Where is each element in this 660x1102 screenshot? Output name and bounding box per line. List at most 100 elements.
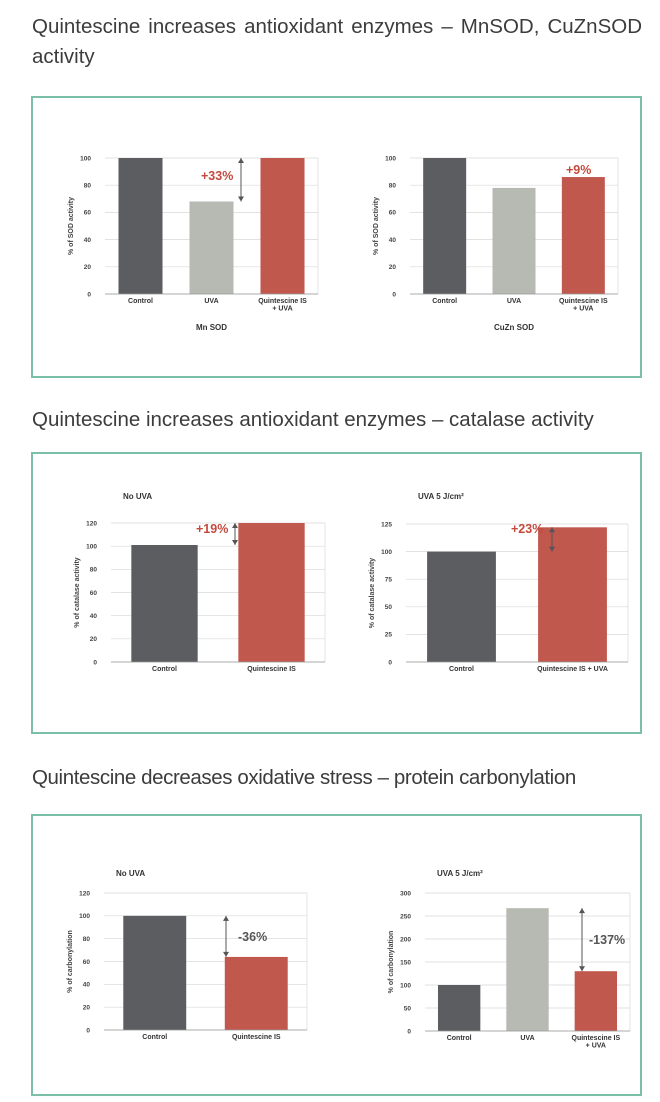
y-tick-label: 60 <box>90 590 98 597</box>
bar-1 <box>131 545 198 662</box>
category-label: UVA <box>520 1035 534 1042</box>
y-axis-label: % of catalase activity <box>369 558 376 629</box>
y-tick-label: 80 <box>389 183 397 190</box>
chart-catalase-uva: 0 25 50 75 100 125 % of catalase activity Contr… <box>369 492 629 673</box>
bar-1 <box>423 158 467 294</box>
category-label: + UVA <box>573 306 593 313</box>
y-tick-label: 0 <box>392 291 396 298</box>
change-annotation: -137% <box>589 933 625 947</box>
chart-subtitle: CuZn SOD <box>494 323 534 332</box>
chart-title: UVA 5 J/cm² <box>437 869 483 878</box>
y-tick-label: 0 <box>87 291 91 298</box>
category-label: Control <box>447 1035 472 1042</box>
y-tick-label: 0 <box>388 659 392 666</box>
y-tick-label: 200 <box>400 936 411 943</box>
change-annotation: +33% <box>201 169 233 183</box>
y-tick-label: 300 <box>400 890 411 897</box>
bar-1 <box>123 915 187 1030</box>
y-tick-label: 20 <box>389 264 397 271</box>
y-tick-label: 100 <box>79 913 90 920</box>
y-tick-label: 100 <box>400 982 411 989</box>
heading-carbonylation: Quintescine decreases oxidative stress –… <box>32 766 576 789</box>
y-tick-label: 40 <box>84 237 92 244</box>
change-arrow-head-up <box>549 527 555 533</box>
change-annotation: -36% <box>238 930 267 944</box>
y-tick-label: 60 <box>83 959 91 966</box>
category-label: UVA <box>507 298 521 305</box>
change-arrow-head-up <box>238 158 244 163</box>
bar-2 <box>238 523 305 662</box>
y-tick-label: 20 <box>84 264 92 271</box>
chart-mn-sod: 0 20 40 60 80 100 % of SOD activity Control UVA Q… <box>68 155 319 332</box>
heading-sod: Quintescine increases antioxidant enzyme… <box>32 15 642 68</box>
change-arrow-head-up <box>232 523 238 528</box>
y-axis-label: % of SOD activity <box>68 197 75 255</box>
change-arrow-head-down <box>238 196 244 202</box>
y-axis-label: % of catalase activity <box>74 557 81 628</box>
bar-3 <box>574 971 618 1031</box>
y-tick-label: 120 <box>79 890 90 897</box>
category-label: Control <box>449 666 474 673</box>
y-tick-label: 60 <box>389 210 397 217</box>
change-annotation: +9% <box>566 163 591 177</box>
bar-1 <box>118 158 163 294</box>
chart-subtitle: Mn SOD <box>196 323 227 332</box>
chart-carbonylation-uva: 0 50 100 150 200 250 300 % of carbonylation Cont… <box>388 869 631 1050</box>
y-tick-label: 80 <box>90 567 98 574</box>
y-tick-label: 40 <box>90 613 98 620</box>
panel-carbonylation-charts: 0 20 40 60 80 100 120 % of carbonylation Control… <box>31 814 642 1096</box>
bar-1 <box>427 551 496 662</box>
change-arrow-head-down <box>223 951 229 957</box>
change-arrow-head-up <box>223 915 229 921</box>
category-label: + UVA <box>586 1043 606 1050</box>
change-arrow-head-up <box>579 908 585 914</box>
category-label: Control <box>142 1034 167 1041</box>
y-tick-label: 100 <box>385 155 396 162</box>
panel-sod-charts: 0 20 40 60 80 100 % of SOD activity Control UVA Q… <box>31 96 642 378</box>
y-axis-label: % of carbonylation <box>388 931 395 994</box>
bar-2 <box>189 201 234 294</box>
y-tick-label: 60 <box>84 210 92 217</box>
change-annotation: +23% <box>511 522 543 536</box>
heading-catalase: Quintescine increases antioxidant enzyme… <box>32 408 594 431</box>
y-tick-label: 50 <box>385 604 393 611</box>
bar-2 <box>224 956 288 1030</box>
y-axis-label: % of SOD activity <box>373 197 380 255</box>
y-tick-label: 0 <box>407 1028 411 1035</box>
change-arrow-head-down <box>579 966 585 972</box>
y-tick-label: 0 <box>86 1027 90 1034</box>
category-label: Quintescine IS <box>559 298 608 305</box>
chart-catalase-no-uva: 0 20 40 60 80 100 120 % of catalase activity Con… <box>74 492 326 673</box>
chart-title: No UVA <box>123 492 152 501</box>
bar-2 <box>506 908 549 1031</box>
category-label: Control <box>432 298 457 305</box>
y-tick-label: 75 <box>385 577 393 584</box>
y-tick-label: 100 <box>381 549 392 556</box>
y-tick-label: 50 <box>404 1005 412 1012</box>
y-tick-label: 150 <box>400 959 411 966</box>
category-label: Quintescine IS <box>232 1034 281 1041</box>
y-tick-label: 80 <box>84 183 92 190</box>
category-label: Control <box>128 298 153 305</box>
change-arrow-head-down <box>232 540 238 546</box>
bar-1 <box>437 985 481 1031</box>
category-label: + UVA <box>272 306 292 313</box>
category-label: Quintescine IS <box>572 1035 621 1042</box>
category-label: UVA <box>204 298 218 305</box>
y-tick-label: 100 <box>86 543 97 550</box>
bar-2 <box>538 527 607 662</box>
change-annotation: +19% <box>196 522 228 536</box>
y-tick-label: 40 <box>83 982 91 989</box>
chart-cuzn-sod: 0 20 40 60 80 100 % of SOD activity Control UVA Q… <box>373 155 619 332</box>
category-label: Quintescine IS <box>258 298 307 305</box>
y-tick-label: 125 <box>381 521 392 528</box>
category-label: Control <box>152 666 177 673</box>
bar-3 <box>561 177 605 294</box>
chart-carbonylation-no-uva: 0 20 40 60 80 100 120 % of carbonylation Control… <box>67 869 308 1041</box>
y-tick-label: 20 <box>83 1004 91 1011</box>
y-tick-label: 120 <box>86 520 97 527</box>
y-tick-label: 100 <box>80 155 91 162</box>
y-tick-label: 20 <box>90 636 98 643</box>
panel-catalase-charts: 0 20 40 60 80 100 120 % of catalase activity Con… <box>31 452 642 734</box>
change-arrow-head-down <box>549 546 555 552</box>
